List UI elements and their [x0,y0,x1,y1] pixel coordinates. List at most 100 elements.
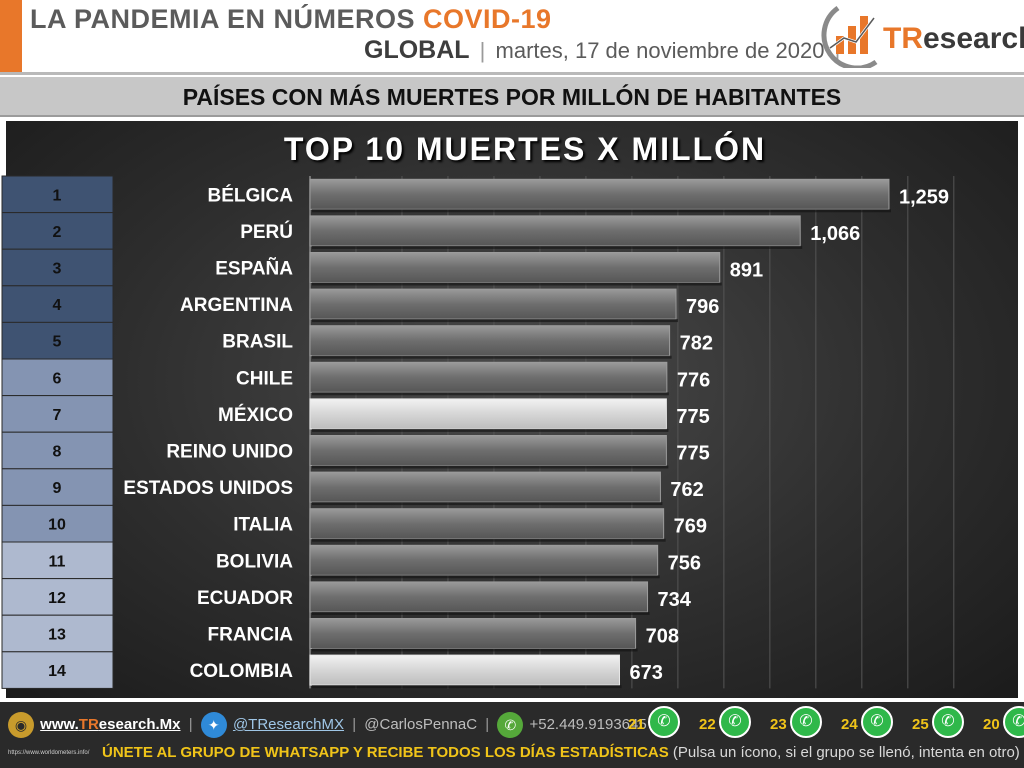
rank-label: 9 [53,480,62,497]
value-label: 775 [676,443,709,465]
rank-label: 10 [48,517,66,534]
whatsapp-icon[interactable]: ✆ [719,706,751,738]
category-label: ARGENTINA [180,295,293,316]
category-label: BRASIL [222,332,293,353]
category-label: COLOMBIA [190,661,294,682]
category-label: MÉXICO [218,404,293,426]
scope-label: GLOBAL [364,36,470,64]
whatsapp-group-number: 24 [841,716,858,733]
bar-shadow [312,648,638,652]
bar [309,581,649,613]
page-title: LA PANDEMIA EN NÚMEROS COVID-19 [30,4,552,35]
bar-shadow [312,282,722,286]
category-label: REINO UNIDO [166,442,293,463]
bar [309,325,671,357]
value-label: 1,259 [899,186,949,208]
value-label: 776 [677,369,710,391]
rank-box [1,578,114,616]
rank-box [1,614,114,653]
bar [309,178,890,210]
rank-label: 5 [53,334,62,351]
title-accent: COVID-19 [423,4,552,34]
rank-label: 11 [49,553,66,570]
category-label: FRANCIA [208,625,294,646]
category-label: BOLIVIA [216,551,293,572]
header-accent-strip [0,0,22,72]
rank-box [1,248,114,287]
twitter-icon: ✦ [200,712,227,738]
category-label: PERÚ [240,221,293,243]
whatsapp-icon[interactable]: ✆ [1003,706,1024,738]
value-label: 762 [670,479,703,501]
bar-shadow [312,392,669,396]
bar-shadow [312,538,666,542]
footer-cta: ÚNETE AL GRUPO DE WHATSAPP Y RECIBE TODO… [102,744,1020,761]
twitter-link[interactable]: @TResearchMX [232,715,345,733]
bar [309,435,667,466]
cta-text: ÚNETE AL GRUPO DE WHATSAPP Y RECIBE TODO… [102,744,669,761]
rank-label: 7 [53,407,62,424]
whatsapp-group-number: 22 [699,716,716,733]
bar [309,361,668,393]
rank-box [1,358,114,397]
footer-contacts: ◉ www.TResearch.Mx | ✦ @TResearchMX | @C… [8,712,663,738]
header-subline: GLOBAL | martes, 17 de noviembre de 2020… [364,36,844,65]
value-label: 891 [730,260,763,282]
bar [309,544,659,576]
value-label: 796 [686,296,719,318]
divider-bar: | [352,715,357,733]
cta-note: (Pulsa un ícono, si el grupo se llenó, i… [672,744,1020,761]
rank-box [1,175,114,214]
rank-label: 2 [53,224,62,241]
bar [309,471,661,503]
value-label: 756 [668,552,701,574]
category-label: ESTADOS UNIDOS [123,478,293,499]
website-prefix: www. [40,715,79,733]
website-tr: TR [78,715,99,733]
source-url: https://www.worldometers.info/ [8,750,90,756]
rank-box [1,395,114,433]
subtitle-text: PAÍSES CON MÁS MUERTES POR MILLÓN DE HAB… [182,84,842,110]
bar [309,398,667,430]
bar [309,288,677,320]
rank-label: 13 [48,627,66,644]
rank-box [1,651,114,689]
category-label: ITALIA [233,515,293,536]
value-label: 782 [680,333,713,355]
whatsapp-icon[interactable]: ✆ [932,706,964,738]
bar-shadow [312,502,663,506]
whatsapp-icon[interactable]: ✆ [648,706,680,738]
value-label: 769 [674,516,707,538]
phone-number: +52.449.9193645 [529,715,647,733]
bar-shadow [312,611,650,615]
bar [309,252,721,283]
category-label: CHILE [236,368,293,389]
rank-label: 14 [48,663,66,680]
twitter-personal[interactable]: @CarlosPennaC [364,715,478,733]
divider-bar: | [485,715,490,733]
bar-shadow [312,209,891,213]
whatsapp-group-number: 21 [628,716,645,733]
category-label: BÉLGICA [208,184,294,206]
logo-wordmark: TResearch [883,22,1024,56]
header-rule [0,72,1024,75]
website-link[interactable]: www.TResearch.Mx [40,716,180,733]
bar-shadow [312,355,672,359]
whatsapp-icon[interactable]: ✆ [861,706,893,738]
whatsapp-icon[interactable]: ✆ [790,706,822,738]
bar-shadow [312,245,803,249]
bar [309,618,637,649]
bar-shadow [312,428,669,432]
value-label: 708 [646,626,679,648]
value-label: 673 [629,662,662,684]
value-label: 734 [658,589,692,611]
logo-tr: TR [883,22,923,55]
rank-label: 3 [53,261,62,278]
phone-icon: ✆ [497,712,524,738]
divider-bar: | [188,715,193,733]
rank-label: 4 [53,297,62,314]
rank-label: 12 [48,590,66,607]
chart-title: TOP 10 MUERTES X MILLÓN [283,131,767,167]
subtitle-banner [0,77,1024,117]
bar-shadow [312,465,669,469]
